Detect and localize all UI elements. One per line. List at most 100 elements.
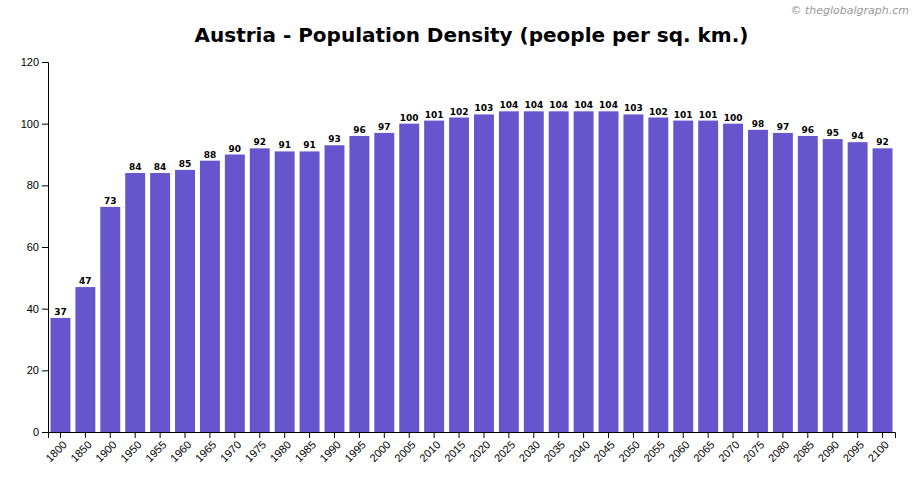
bar: [325, 145, 345, 432]
tick: 120: [21, 56, 48, 68]
tick: 1850: [68, 432, 94, 464]
tick-mark: [558, 432, 559, 438]
tick-label: 40: [27, 303, 39, 315]
bar: [873, 148, 893, 432]
data-label: 97: [378, 122, 391, 132]
tick-label: 2030: [517, 438, 543, 464]
bar: [175, 170, 195, 432]
data-label: 85: [179, 159, 192, 169]
tick-label: 2045: [591, 438, 617, 464]
data-label: 104: [499, 100, 518, 110]
tick: 1990: [317, 432, 343, 464]
bar: [698, 121, 718, 432]
tick: 2065: [691, 432, 717, 464]
tick-label: 2060: [666, 438, 692, 464]
bar: [125, 173, 145, 432]
tick-label: 1800: [43, 438, 69, 464]
tick-mark: [185, 432, 186, 438]
data-label: 84: [129, 162, 142, 172]
tick-mark: [583, 432, 584, 438]
title: Austria - Population Density (people per…: [195, 23, 749, 47]
chart: 0204060801001201800185019001950195519601…: [0, 0, 919, 484]
tick-label: 1990: [317, 438, 343, 464]
plot: 0204060801001201800185019001950195519601…: [21, 56, 896, 464]
tick-mark: [110, 432, 111, 438]
tick-label: 1960: [168, 438, 194, 464]
tick-label: 2080: [766, 438, 792, 464]
tick-label: 2095: [840, 438, 866, 464]
data-label: 100: [724, 113, 743, 123]
bar: [773, 133, 793, 432]
tick-label: 1980: [267, 438, 293, 464]
tick-label: 2070: [716, 438, 742, 464]
tick-mark: [42, 247, 48, 248]
tick: 2030: [517, 432, 543, 464]
tick-mark: [85, 432, 86, 438]
bar: [723, 124, 743, 432]
tick: 1995: [342, 432, 368, 464]
data-label: 104: [549, 100, 568, 110]
tick: 2010: [417, 432, 443, 464]
tick: 1975: [243, 432, 269, 464]
data-label: 103: [475, 103, 494, 113]
tick-mark: [483, 432, 484, 438]
tick-label: 1950: [118, 438, 144, 464]
tick-label: 2000: [367, 438, 393, 464]
tick: 2070: [716, 432, 742, 464]
tick: 1950: [118, 432, 144, 464]
tick: 2100: [865, 432, 891, 464]
tick-mark: [42, 309, 48, 310]
tick: 40: [27, 303, 48, 315]
data-label: 101: [699, 110, 718, 120]
bar: [623, 114, 643, 432]
tick-label: 2085: [791, 438, 817, 464]
tick-mark: [259, 432, 260, 438]
tick-mark: [234, 432, 235, 438]
tick: 1980: [267, 432, 293, 464]
tick: 2055: [641, 432, 667, 464]
y-axis: 020406080100120: [21, 56, 49, 438]
tick-mark: [459, 432, 460, 438]
tick-label: 2040: [566, 438, 592, 464]
tick-mark: [284, 432, 285, 438]
tick: 2075: [741, 432, 767, 464]
tick: 2035: [541, 432, 567, 464]
tick-label: 2065: [691, 438, 717, 464]
bar: [225, 155, 245, 433]
data-label: 37: [54, 307, 67, 317]
tick-mark: [42, 124, 48, 125]
tick: 2060: [666, 432, 692, 464]
tick: 2015: [442, 432, 468, 464]
tick: 2085: [791, 432, 817, 464]
bar: [449, 118, 469, 433]
bar: [349, 136, 369, 432]
bar: [673, 121, 693, 432]
bar: [300, 151, 320, 432]
bar: [150, 173, 170, 432]
tick: 1900: [93, 432, 119, 464]
tick-mark: [508, 432, 509, 438]
bar: [748, 130, 768, 432]
tick-mark: [608, 432, 609, 438]
x-axis: 1800185019001950195519601965197019751980…: [43, 432, 895, 464]
data-label: 100: [400, 113, 419, 123]
tick-mark: [60, 432, 61, 438]
bar: [75, 287, 95, 432]
tick: 0: [33, 426, 48, 438]
tick-label: 2025: [492, 438, 518, 464]
bar: [100, 207, 120, 432]
bar: [200, 161, 220, 432]
tick-label: 2090: [815, 438, 841, 464]
bar: [499, 111, 519, 432]
tick-mark: [857, 432, 858, 438]
data-label: 90: [229, 144, 242, 154]
tick-label: 1955: [143, 438, 169, 464]
tick: 1985: [292, 432, 318, 464]
tick-label: 20: [27, 364, 39, 376]
tick-mark: [807, 432, 808, 438]
tick: 20: [27, 364, 48, 376]
tick-mark: [832, 432, 833, 438]
tick: 2045: [591, 432, 617, 464]
tick-mark: [757, 432, 758, 438]
bar: [574, 111, 594, 432]
